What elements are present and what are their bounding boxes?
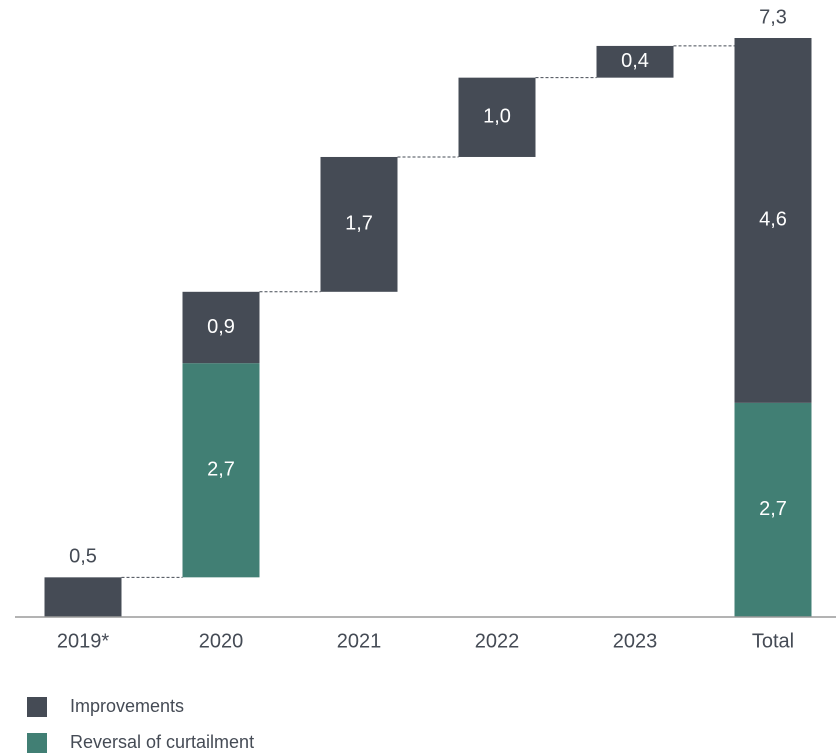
total-label: 7,3 <box>759 6 787 28</box>
x-tick-label: 2023 <box>613 630 658 652</box>
x-tick-label: 2020 <box>199 630 244 652</box>
bar <box>182 291 260 364</box>
bar <box>734 38 812 403</box>
bar <box>320 156 398 292</box>
value-label: 1,7 <box>345 213 373 235</box>
value-label: 0,5 <box>69 546 97 568</box>
legend-label: Improvements <box>70 696 184 716</box>
bar <box>458 77 536 157</box>
bar <box>734 402 812 617</box>
x-tick-label: 2022 <box>475 630 520 652</box>
legend-swatch <box>27 733 47 753</box>
value-label: 0,4 <box>621 50 649 72</box>
value-label: 2,7 <box>759 498 787 520</box>
value-label: 4,6 <box>759 209 787 231</box>
x-tick-label: 2021 <box>337 630 382 652</box>
value-label: 1,0 <box>483 106 511 128</box>
x-tick-label: 2019* <box>57 630 109 652</box>
legend-label: Reversal of curtailment <box>70 732 254 752</box>
value-label: 2,7 <box>207 459 235 481</box>
x-tick-label: Total <box>752 630 794 652</box>
legend-swatch <box>27 697 47 717</box>
bar <box>182 363 260 578</box>
bar <box>44 577 122 617</box>
value-label: 0,9 <box>207 316 235 338</box>
bar <box>596 45 674 78</box>
